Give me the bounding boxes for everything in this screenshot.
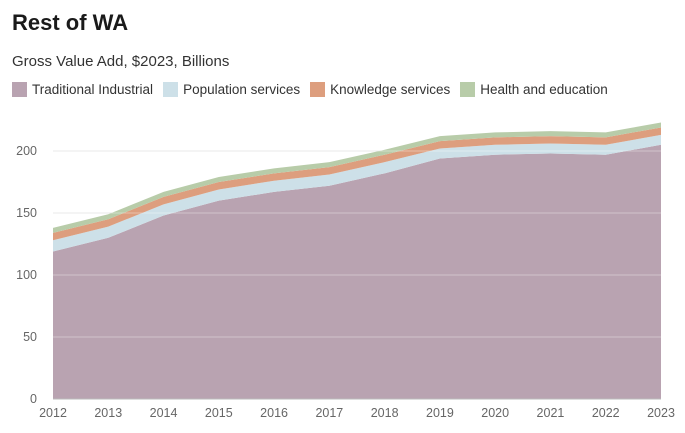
legend-swatch-knowledge-services (310, 82, 326, 97)
x-tick-label-2015: 2015 (205, 406, 233, 420)
x-tick-label-2020: 2020 (481, 406, 509, 420)
x-tick-label-2018: 2018 (371, 406, 399, 420)
y-tick-label-150: 150 (16, 206, 37, 220)
x-tick-label-2019: 2019 (426, 406, 454, 420)
legend-label-knowledge-services: Knowledge services (330, 82, 451, 97)
y-tick-label-100: 100 (16, 268, 37, 282)
x-tick-label-2012: 2012 (39, 406, 67, 420)
legend-item-knowledge-services: Knowledge services (310, 82, 450, 97)
x-tick-label-2017: 2017 (315, 406, 343, 420)
legend-item-health-and-education: Health and education (460, 82, 608, 97)
legend-label-population-services: Population services (183, 82, 301, 97)
legend-label-traditional-industrial: Traditional Industrial (32, 82, 154, 97)
legend-swatch-population-services (163, 82, 179, 97)
chart-title: Rest of WA (12, 10, 129, 35)
legend: Traditional Industrial Population servic… (12, 82, 608, 97)
legend-item-traditional-industrial: Traditional Industrial (12, 82, 153, 97)
area-knowledge-services (53, 127, 661, 241)
y-tick-label-50: 50 (23, 330, 37, 344)
area-population-services (53, 134, 661, 252)
x-tick-label-2023: 2023 (647, 406, 675, 420)
y-tick-label-0: 0 (30, 392, 37, 406)
y-tick-label-200: 200 (16, 144, 37, 158)
area-traditional-industrial (53, 144, 661, 399)
legend-label-health-and-education: Health and education (480, 82, 608, 97)
legend-swatch-health-and-education (460, 82, 476, 97)
legend-swatch-traditional-industrial (12, 82, 27, 97)
x-tick-label-2014: 2014 (150, 406, 178, 420)
x-tick-label-2021: 2021 (537, 406, 565, 420)
chart-subtitle: Gross Value Add, $2023, Billions (12, 53, 230, 70)
x-tick-label-2013: 2013 (94, 406, 122, 420)
area-health-and-education (53, 122, 661, 233)
x-tick-label-2016: 2016 (260, 406, 288, 420)
x-tick-label-2022: 2022 (592, 406, 620, 420)
legend-item-population-services: Population services (163, 82, 300, 97)
